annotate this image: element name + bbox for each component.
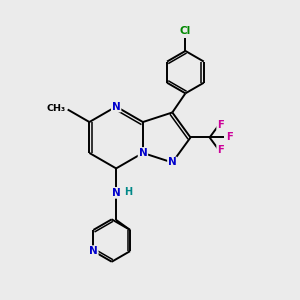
Text: F: F bbox=[226, 133, 233, 142]
Text: F: F bbox=[217, 120, 224, 130]
Text: N: N bbox=[168, 158, 177, 167]
Text: H: H bbox=[124, 187, 133, 197]
Text: N: N bbox=[89, 246, 98, 256]
Text: Cl: Cl bbox=[180, 26, 191, 36]
Text: F: F bbox=[217, 145, 224, 155]
Text: CH₃: CH₃ bbox=[46, 104, 65, 113]
Text: N: N bbox=[112, 102, 121, 112]
Text: N: N bbox=[139, 148, 147, 158]
Text: N: N bbox=[112, 188, 121, 198]
